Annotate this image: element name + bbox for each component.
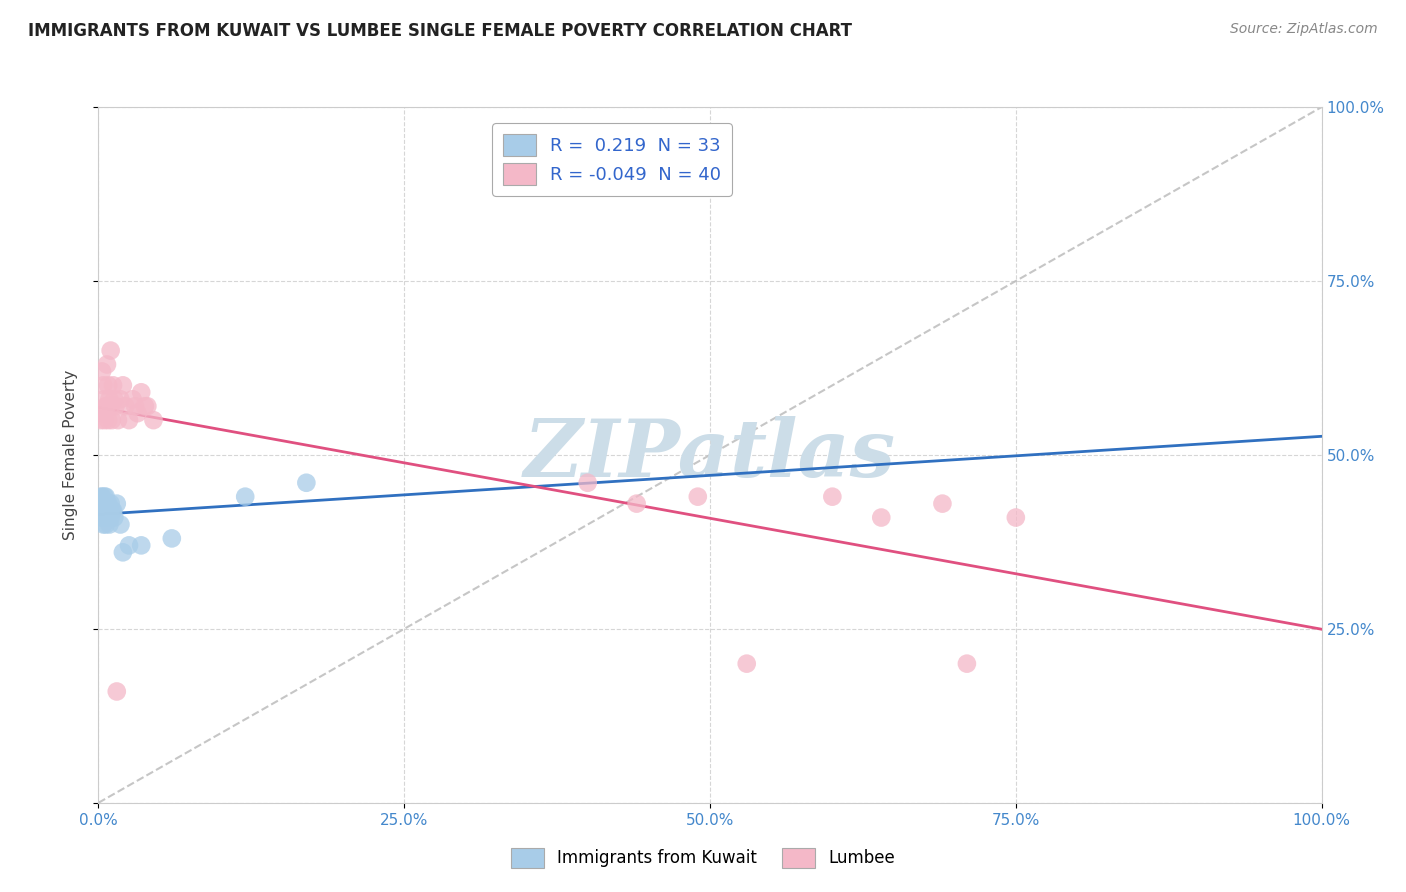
Text: ZIPatlas: ZIPatlas [524, 417, 896, 493]
Point [96, 510, 118, 524]
Point [97, 413, 120, 427]
Point [100, 343, 122, 358]
Point [129, 385, 152, 400]
Point [101, 503, 124, 517]
Point [110, 392, 132, 407]
Text: Source: ZipAtlas.com: Source: ZipAtlas.com [1230, 22, 1378, 37]
Point [90, 413, 112, 427]
Point [94, 399, 117, 413]
Point [735, 657, 758, 671]
Point [100, 399, 122, 413]
Point [96, 358, 118, 372]
Point [100, 497, 122, 511]
Y-axis label: Single Female Poverty: Single Female Poverty [63, 370, 77, 540]
Point [233, 490, 256, 504]
Point [93, 490, 115, 504]
Point [100, 510, 122, 524]
Point [134, 399, 156, 413]
Point [104, 399, 127, 413]
Point [110, 517, 132, 532]
Point [107, 413, 129, 427]
Point [91, 497, 114, 511]
Point [90, 490, 112, 504]
Point [96, 399, 118, 413]
Point [93, 510, 115, 524]
Point [91, 490, 114, 504]
Point [103, 510, 125, 524]
Point [111, 378, 134, 392]
Point [686, 490, 709, 504]
Point [94, 503, 117, 517]
Point [111, 545, 134, 559]
Point [97, 378, 120, 392]
Point [105, 497, 128, 511]
Point [1004, 510, 1026, 524]
Point [97, 503, 120, 517]
Point [626, 497, 648, 511]
Point [91, 378, 114, 392]
Point [136, 399, 159, 413]
Point [160, 532, 183, 546]
Point [91, 510, 114, 524]
Point [118, 413, 141, 427]
Point [91, 517, 114, 532]
Point [91, 364, 114, 378]
Legend: Immigrants from Kuwait, Lumbee: Immigrants from Kuwait, Lumbee [503, 841, 903, 875]
Point [142, 413, 165, 427]
Point [105, 684, 128, 698]
Point [97, 497, 120, 511]
Point [101, 503, 124, 517]
Point [821, 490, 844, 504]
Point [103, 392, 125, 407]
Point [98, 517, 121, 532]
Point [576, 475, 599, 490]
Point [89, 497, 111, 511]
Point [96, 497, 118, 511]
Point [870, 510, 893, 524]
Point [91, 406, 114, 420]
Point [118, 538, 141, 552]
Point [98, 392, 121, 407]
Point [98, 503, 121, 517]
Point [101, 378, 124, 392]
Point [121, 392, 143, 407]
Point [127, 406, 149, 420]
Point [114, 399, 136, 413]
Point [93, 413, 115, 427]
Point [956, 657, 979, 671]
Point [124, 399, 146, 413]
Point [90, 503, 112, 517]
Point [295, 475, 318, 490]
Legend: R =  0.219  N = 33, R = -0.049  N = 40: R = 0.219 N = 33, R = -0.049 N = 40 [492, 123, 733, 196]
Point [931, 497, 953, 511]
Point [94, 517, 117, 532]
Point [94, 490, 117, 504]
Point [93, 392, 115, 407]
Point [101, 413, 124, 427]
Point [93, 497, 115, 511]
Text: IMMIGRANTS FROM KUWAIT VS LUMBEE SINGLE FEMALE POVERTY CORRELATION CHART: IMMIGRANTS FROM KUWAIT VS LUMBEE SINGLE … [28, 22, 852, 40]
Point [129, 538, 152, 552]
Point [91, 497, 114, 511]
